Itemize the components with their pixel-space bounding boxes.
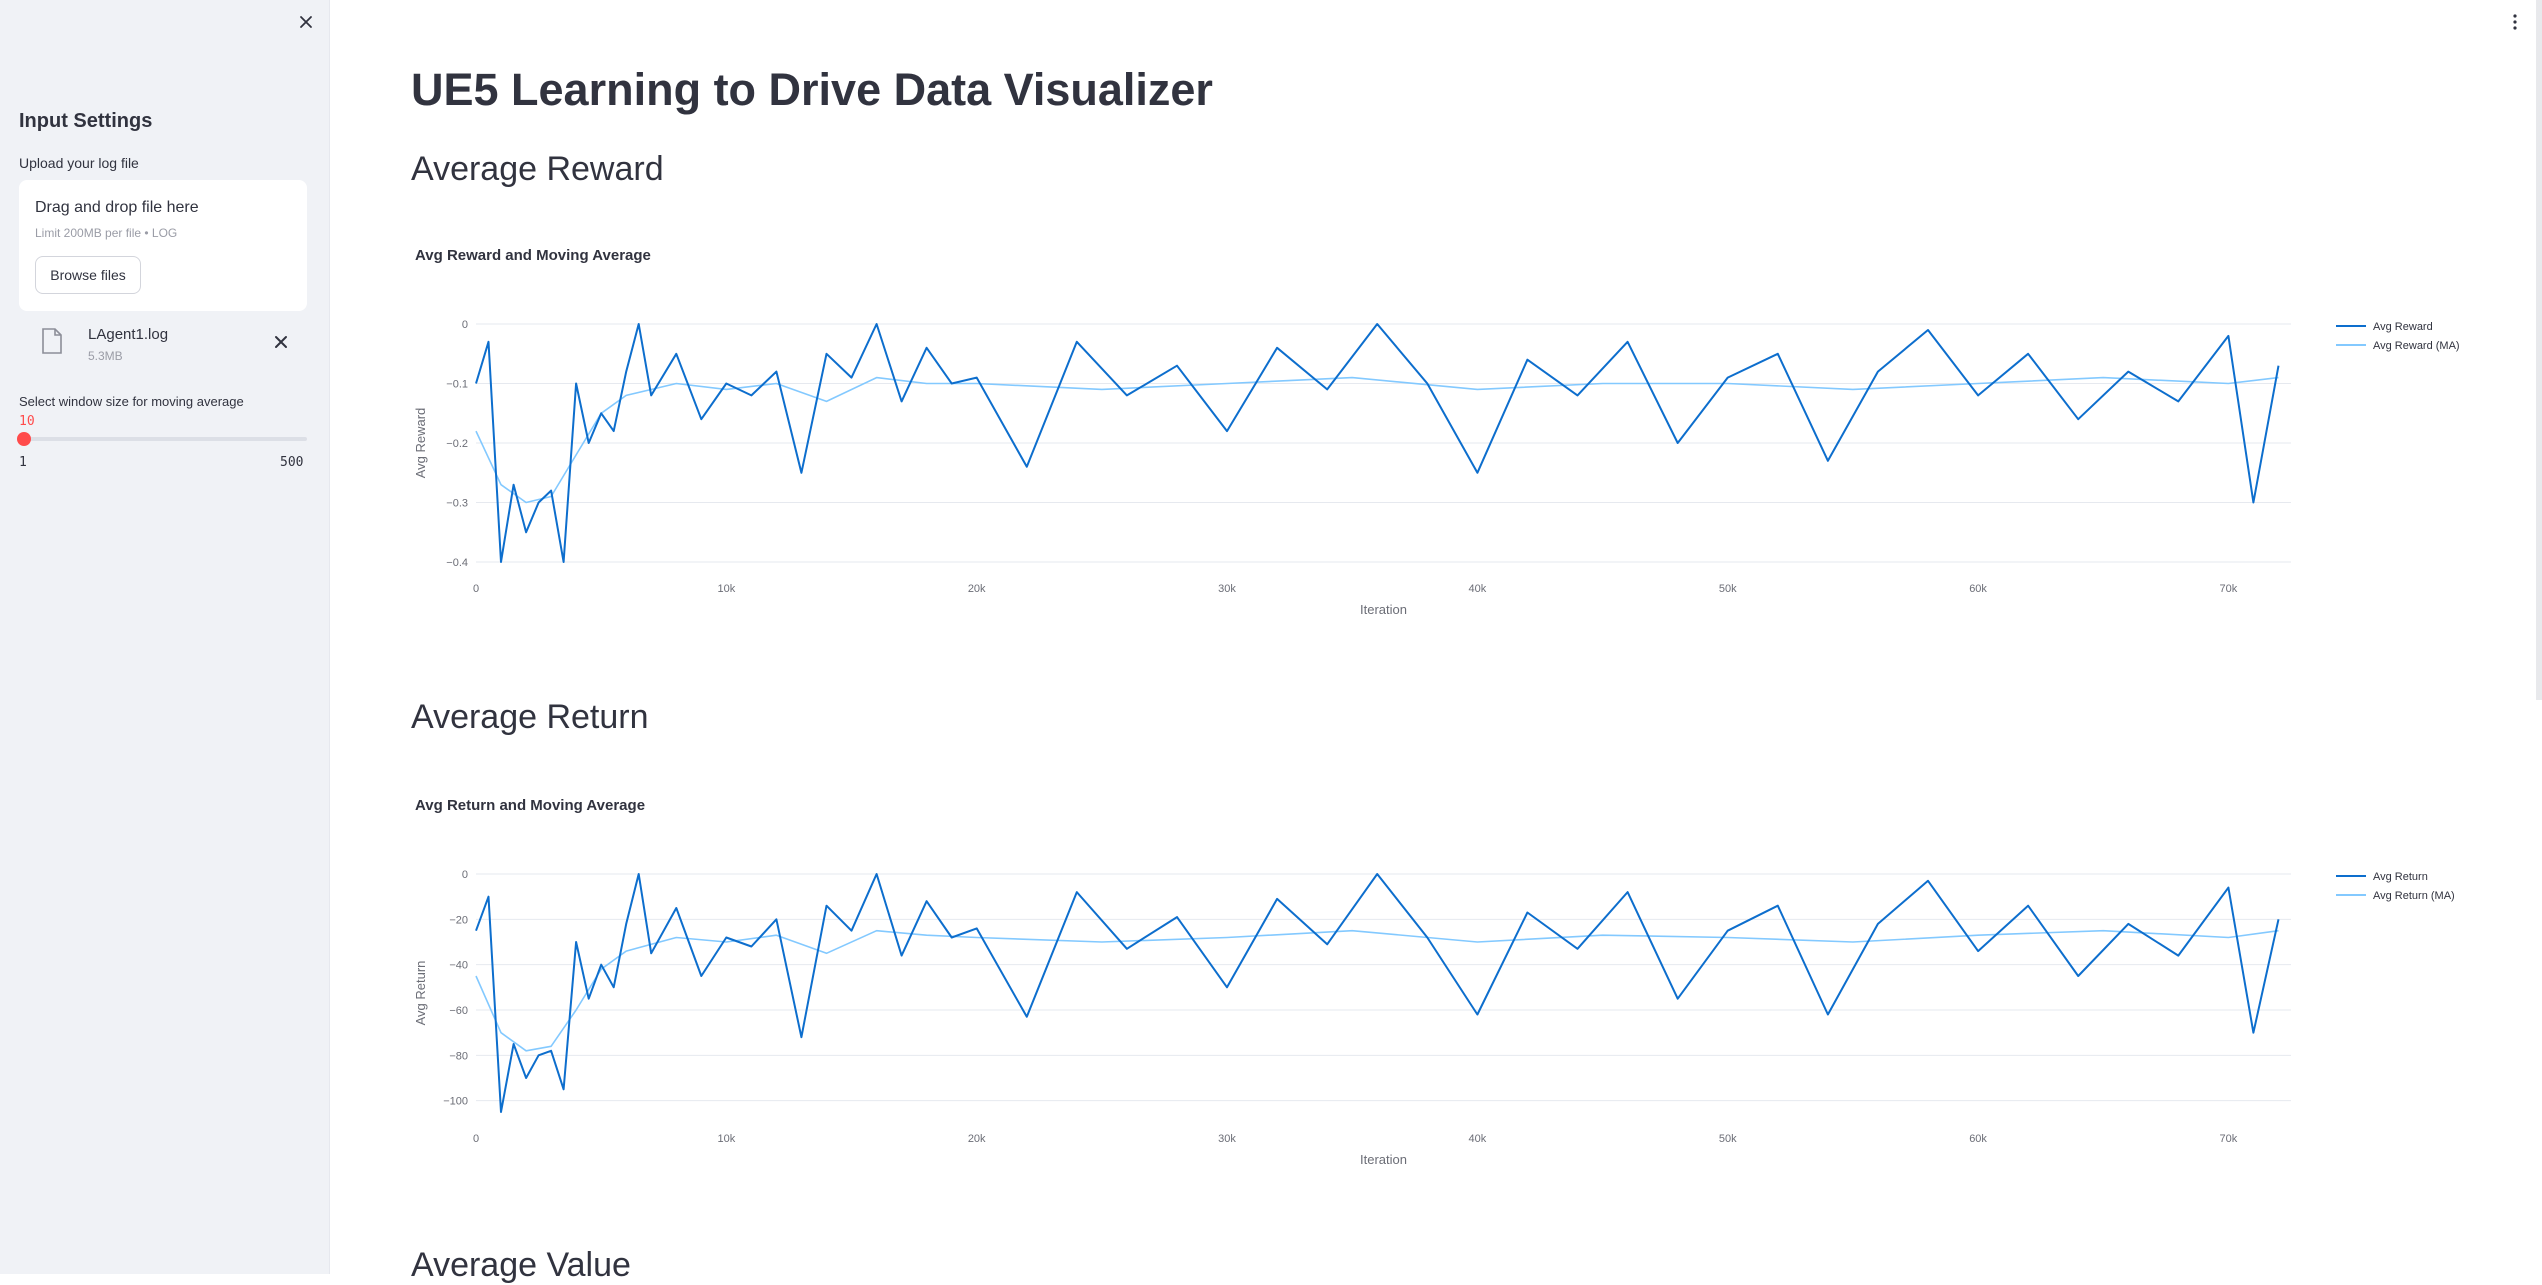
section-heading-return: Average Return (411, 698, 649, 736)
x-tick-label: 40k (1469, 1133, 1487, 1145)
sidebar-title: Input Settings (19, 110, 153, 132)
series-line (475, 376, 2279, 504)
slider-min: 1 (19, 455, 27, 470)
y-tick-label: 0 (462, 319, 468, 331)
x-tick-label: 60k (1969, 583, 1987, 595)
y-tick-label: −40 (449, 960, 468, 972)
x-tick-label: 70k (2220, 583, 2238, 595)
y-tick-label: −20 (449, 914, 468, 926)
x-axis-label: Iteration (1360, 1152, 1407, 1167)
x-tick-label: 10k (717, 1133, 735, 1145)
y-tick-label: −80 (449, 1050, 468, 1062)
y-tick-label: −0.3 (446, 498, 468, 510)
chart-title: Avg Reward and Moving Average (415, 247, 651, 264)
sidebar: Input Settings Upload your log file Drag… (0, 0, 330, 1274)
page-title: UE5 Learning to Drive Data Visualizer (411, 64, 1213, 115)
section-heading-reward: Average Reward (411, 150, 664, 188)
dropzone-limit: Limit 200MB per file • LOG (35, 226, 178, 240)
kebab-menu-icon (2513, 14, 2517, 30)
file-icon (42, 328, 62, 354)
avg-return-chart[interactable]: Avg Return and Moving Average 0 −20 −40 −60 −… (411, 788, 2471, 1188)
x-tick-label: 10k (717, 583, 735, 595)
file-dropzone[interactable]: Drag and drop file here Limit 200MB per … (19, 180, 307, 311)
slider-value: 10 (19, 414, 35, 429)
y-tick-label: 0 (462, 869, 468, 881)
x-tick-label: 30k (1218, 583, 1236, 595)
y-axis-label: Avg Reward (413, 408, 428, 479)
close-sidebar-button[interactable] (294, 10, 318, 34)
uploaded-file-item: LAgent1.log 5.3MB (19, 322, 307, 366)
y-tick-label: −100 (443, 1096, 468, 1108)
legend-label: Avg Reward (2373, 321, 2433, 333)
x-tick-label: 0 (473, 1133, 479, 1145)
browse-files-button[interactable]: Browse files (35, 256, 141, 294)
remove-file-button[interactable] (269, 330, 293, 354)
legend-label: Avg Return (2373, 871, 2428, 883)
x-tick-label: 0 (473, 583, 479, 595)
x-tick-label: 50k (1719, 583, 1737, 595)
slider-max: 500 (280, 455, 304, 470)
upload-label: Upload your log file (19, 155, 139, 171)
file-size: 5.3MB (88, 349, 123, 363)
x-tick-label: 20k (968, 583, 986, 595)
y-tick-label: −60 (449, 1005, 468, 1017)
legend-label: Avg Return (MA) (2373, 890, 2455, 902)
slider-thumb[interactable] (17, 432, 31, 446)
close-icon (275, 336, 287, 348)
avg-reward-chart[interactable]: Avg Reward and Moving Average 0 −0.1 −0.2 −0… (411, 238, 2471, 638)
file-name: LAgent1.log (88, 326, 169, 343)
dropzone-title: Drag and drop file here (35, 199, 199, 216)
x-tick-label: 20k (968, 1133, 986, 1145)
series-line (475, 873, 2280, 1113)
x-axis-label: Iteration (1360, 602, 1407, 617)
slider-track[interactable] (24, 437, 307, 441)
x-tick-label: 60k (1969, 1133, 1987, 1145)
section-heading-value: Average Value (411, 1246, 631, 1284)
page-scrollbar[interactable] (2536, 0, 2542, 700)
y-tick-label: −0.4 (446, 557, 468, 569)
x-tick-label: 40k (1469, 583, 1487, 595)
main-menu-button[interactable] (2503, 10, 2527, 34)
close-icon (300, 16, 312, 28)
x-tick-label: 70k (2220, 1133, 2238, 1145)
legend-label: Avg Reward (MA) (2373, 340, 2460, 352)
y-axis-label: Avg Return (413, 961, 428, 1026)
series-line (475, 929, 2279, 1052)
series-line (475, 323, 2280, 563)
chart-title: Avg Return and Moving Average (415, 797, 645, 814)
y-tick-label: −0.2 (446, 438, 468, 450)
slider-label: Select window size for moving average (19, 394, 244, 409)
x-tick-label: 50k (1719, 1133, 1737, 1145)
x-tick-label: 30k (1218, 1133, 1236, 1145)
y-tick-label: −0.1 (446, 379, 468, 391)
